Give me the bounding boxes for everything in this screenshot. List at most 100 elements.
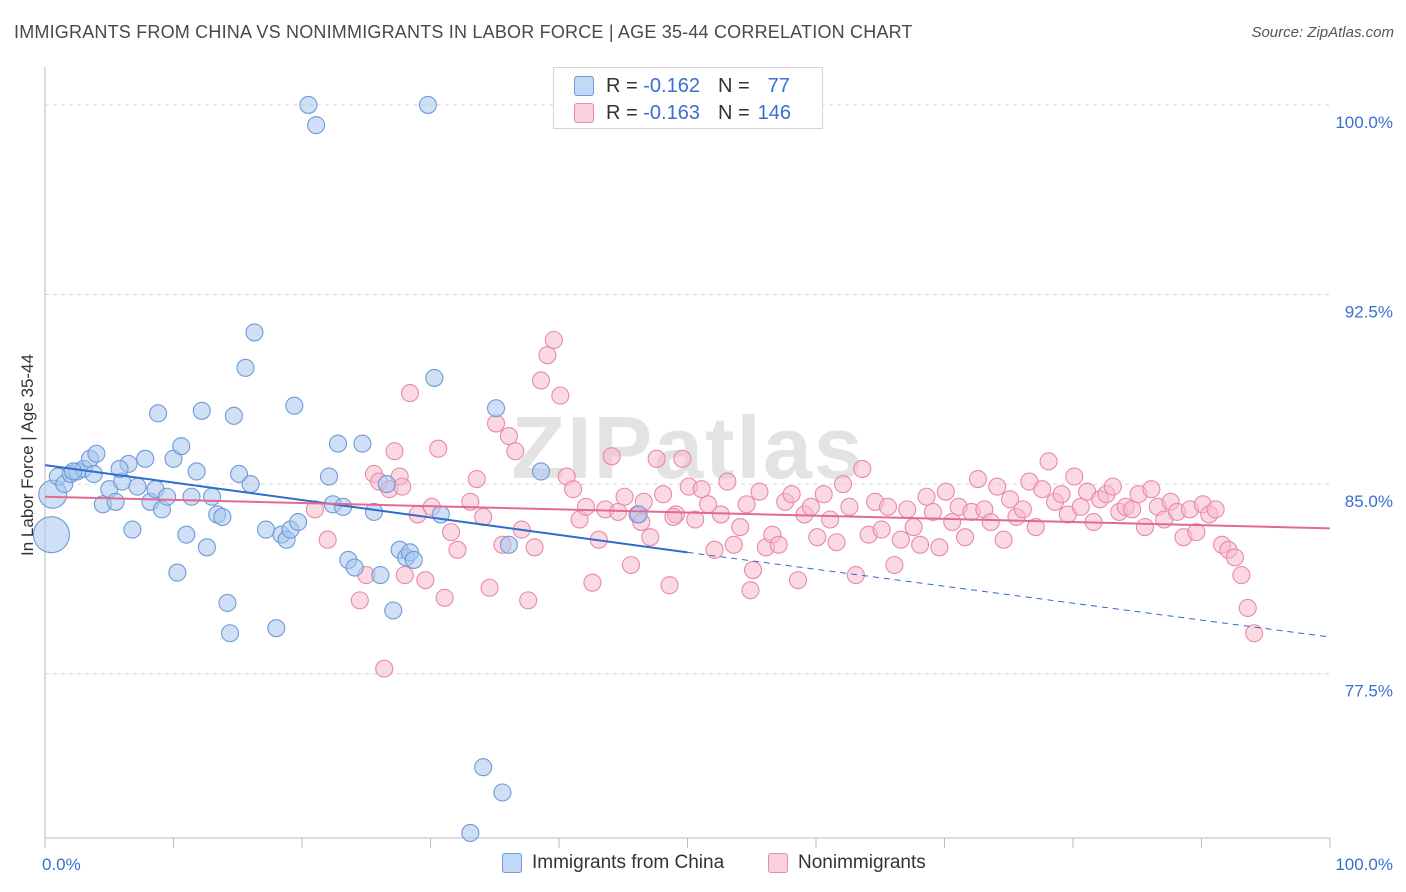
china-point-31	[203, 487, 222, 506]
nonimmigrants-point-100	[988, 477, 1007, 496]
y-tick-label-0: 77.5%	[1345, 682, 1393, 701]
nonimmigrants-point-144	[741, 581, 760, 600]
nonimmigrants-points	[305, 330, 1264, 678]
nonimmigrants-point-82	[872, 520, 891, 539]
legend-n-value-non: 146	[757, 101, 792, 124]
nonimmigrants-point-12	[416, 571, 435, 590]
nonimmigrants-point-29	[531, 371, 551, 390]
china-points	[32, 95, 648, 842]
china-point-52	[328, 434, 348, 453]
china-point-41	[256, 520, 276, 539]
nonimmigrants-point-112	[1065, 467, 1084, 486]
nonimmigrants-point-19	[467, 469, 486, 489]
nonimmigrants-point-95	[956, 528, 975, 547]
china-point-28	[187, 462, 206, 481]
bottom-legend-non-label: Nonimmigrants	[798, 852, 926, 873]
china-point-47	[289, 512, 308, 532]
nonimmigrants-point-138	[1232, 566, 1251, 585]
nonimmigrants-point-91	[930, 538, 949, 557]
nonimmigrants-point-17	[448, 540, 467, 559]
correlation-legend: R = -0.162 N = 77 R = -0.163 N = 146	[553, 67, 823, 129]
china-point-15	[123, 520, 142, 539]
bottom-legend-non: Nonimmigrants	[768, 852, 926, 874]
nonimmigrants-point-58	[718, 472, 737, 491]
nonimmigrants-point-28	[525, 538, 544, 557]
nonimmigrants-point-30	[538, 346, 557, 365]
y-tick-label-2: 92.5%	[1345, 303, 1393, 322]
china-point-20	[149, 404, 168, 423]
nonimmigrants-point-113	[1071, 497, 1090, 516]
legend-r-value-china: -0.162	[643, 74, 700, 97]
nonimmigrants-point-27	[519, 591, 538, 610]
china-point-27	[182, 487, 201, 506]
china-point-69	[486, 399, 506, 418]
nonimmigrants-point-1	[350, 591, 369, 610]
nonimmigrants-point-46	[641, 528, 660, 547]
legend-swatch-non	[574, 103, 594, 123]
y-axis-title: In Labor Force | Age 35-44	[18, 354, 37, 556]
nonimmigrants-point-76	[833, 475, 853, 494]
nonimmigrants-point-15	[435, 588, 454, 607]
china-point-25	[172, 437, 191, 456]
bottom-legend-china: Immigrants from China	[502, 852, 724, 874]
nonimmigrants-point-5	[375, 659, 394, 678]
nonimmigrants-point-18	[461, 492, 480, 511]
nonimmigrants-point-42	[615, 487, 634, 506]
nonimmigrants-point-62	[743, 560, 763, 580]
nonimmigrants-point-79	[853, 459, 872, 478]
nonimmigrants-point-142	[393, 477, 412, 496]
nonimmigrants-point-34	[564, 480, 583, 499]
china-point-60	[384, 601, 403, 620]
nonimmigrants-point-107	[1033, 480, 1052, 499]
nonimmigrants-point-78	[846, 566, 865, 585]
axes	[44, 67, 1331, 848]
nonimmigrants-point-7	[385, 442, 404, 461]
china-point-17	[136, 449, 155, 468]
legend-r-value-non: -0.163	[643, 101, 700, 124]
nonimmigrants-point-47	[647, 449, 666, 468]
nonimmigrants-point-145	[664, 507, 683, 527]
china-point-42	[267, 619, 286, 638]
nonimmigrants-point-84	[885, 555, 904, 575]
trend-lines	[44, 464, 1331, 638]
nonimmigrants-point-99	[981, 512, 1000, 532]
nonimmigrants-point-21	[480, 578, 499, 597]
china-point-36	[224, 406, 243, 425]
nonimmigrants-point-139	[1238, 598, 1257, 618]
china-trend-dashed	[687, 551, 1331, 638]
nonimmigrants-point-73	[814, 485, 833, 504]
nonimmigrants-point-54	[692, 480, 711, 499]
nonimmigrants-point-102	[1000, 490, 1020, 509]
china-point-34	[218, 593, 237, 612]
gridlines	[45, 104, 1330, 675]
nonimmigrants-point-124	[1142, 480, 1161, 499]
china-point-33	[213, 507, 232, 527]
bottom-legend-china-label: Immigrants from China	[532, 852, 725, 873]
nonimmigrants-point-108	[1039, 452, 1058, 471]
nonimmigrants-point-68	[782, 485, 801, 504]
china-point-58	[371, 566, 390, 585]
china-point-1	[32, 516, 70, 554]
nonimmigrants-point-92	[936, 482, 955, 501]
china-point-55	[345, 558, 364, 577]
china-point-46	[285, 396, 304, 415]
nonimmigrants-point-25	[506, 442, 525, 461]
nonimmigrants-point-86	[898, 500, 917, 519]
nonimmigrants-point-77	[840, 497, 859, 516]
bottom-swatch-china	[502, 853, 522, 873]
china-point-16	[128, 477, 147, 496]
legend-n-label-non: N =	[717, 101, 750, 124]
china-point-35	[220, 624, 240, 643]
nonimmigrants-point-31	[544, 330, 563, 350]
nonimmigrants-point-87	[904, 518, 923, 537]
nonimmigrants-point-134	[1206, 500, 1225, 519]
china-point-71	[499, 535, 518, 554]
china-point-30	[197, 538, 216, 557]
china-point-68	[474, 758, 493, 777]
nonimmigrants-point-37	[583, 573, 602, 592]
x-tick-label-0: 0.0%	[42, 855, 81, 874]
x-tick-label-1: 100.0%	[1335, 855, 1393, 874]
china-point-64	[404, 550, 423, 569]
y-tick-label-1: 85.0%	[1345, 492, 1393, 511]
nonimmigrants-point-106	[1026, 518, 1045, 537]
